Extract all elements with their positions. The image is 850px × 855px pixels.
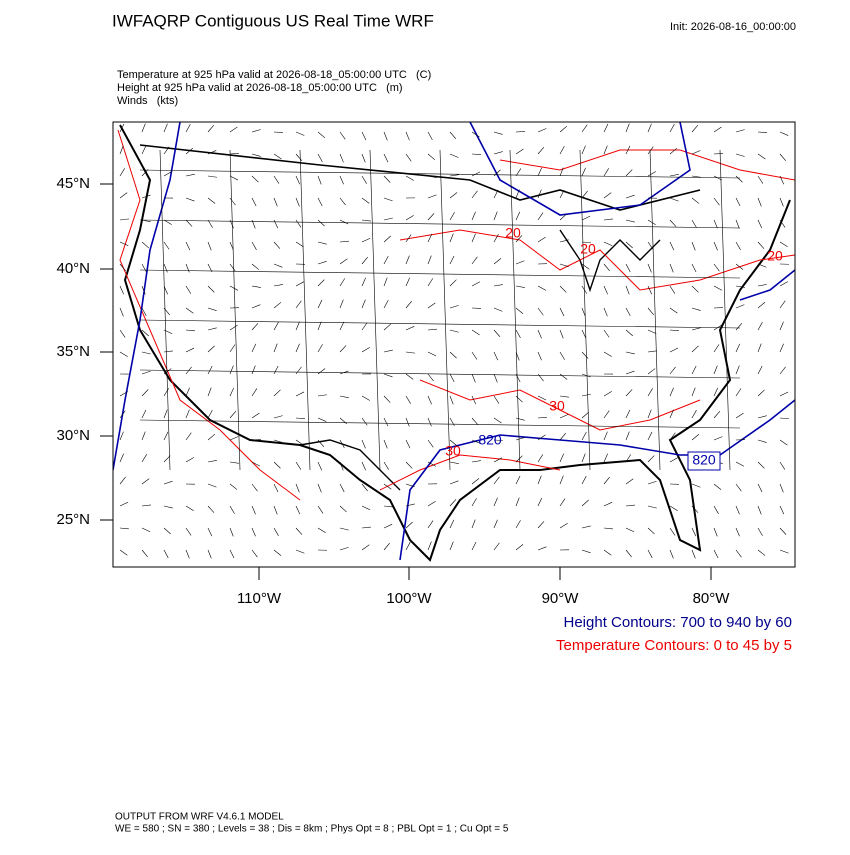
field-label: Winds (kts) [117, 95, 178, 107]
init-time: Init: 2026-08-16_00:00:00 [670, 21, 796, 33]
contour-label: 30 [445, 443, 461, 459]
lon-label: 80°W [693, 590, 731, 607]
title: IWFAQRP Contiguous US Real Time WRF [112, 11, 434, 30]
contour-label: 30 [549, 398, 565, 414]
field-label: Height at 925 hPa valid at 2026-08-18_05… [117, 82, 403, 94]
lat-label: 35°N [56, 343, 90, 360]
contour-label: 820 [692, 452, 716, 468]
lon-label: 100°W [386, 590, 432, 607]
contour-label: 20 [505, 225, 521, 241]
lat-label: 40°N [56, 260, 90, 277]
lat-label: 25°N [56, 511, 90, 528]
contour-label: 820 [478, 432, 502, 448]
contour-label: 20 [767, 248, 783, 264]
field-label: Temperature at 925 hPa valid at 2026-08-… [117, 69, 431, 81]
footer: OUTPUT FROM WRF V4.6.1 MODEL [115, 812, 284, 823]
lon-label: 110°W [237, 590, 282, 607]
legend-temperature: Temperature Contours: 0 to 45 by 5 [556, 637, 792, 654]
lon-label: 90°W [542, 590, 580, 607]
footer: WE = 580 ; SN = 380 ; Levels = 38 ; Dis … [115, 824, 509, 835]
contour-label: 20 [580, 241, 596, 257]
lat-label: 30°N [56, 427, 90, 444]
lat-label: 45°N [56, 175, 90, 192]
legend-height: Height Contours: 700 to 940 by 60 [564, 614, 793, 631]
